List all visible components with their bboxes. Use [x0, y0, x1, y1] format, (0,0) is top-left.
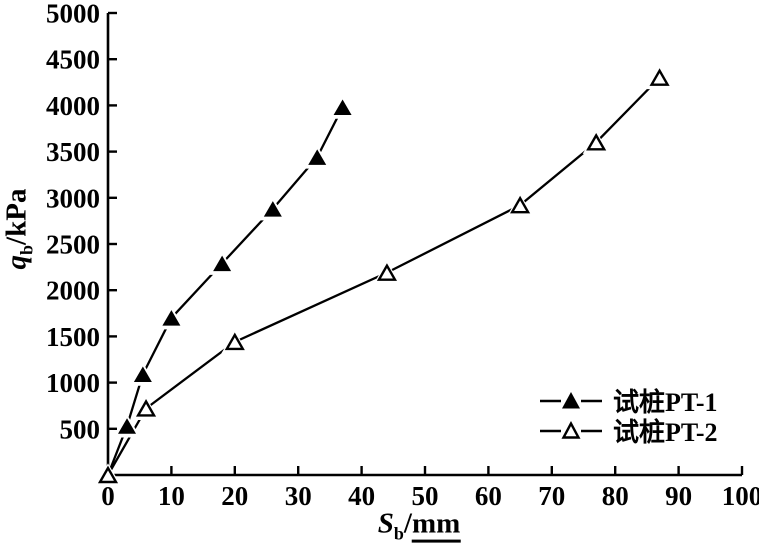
filled-triangle-marker-icon [540, 392, 602, 409]
x-axis-unit: mm [411, 507, 461, 543]
open-triangle-marker [224, 332, 245, 351]
open-triangle-marker [135, 399, 157, 417]
x-tick-label: 80 [602, 481, 629, 511]
y-axis-title: qb/kPa [1, 189, 38, 270]
legend-label-pt1: 试桩PT-1 [613, 387, 718, 417]
filled-triangle-marker [333, 99, 352, 115]
y-tick-label: 1500 [46, 322, 100, 352]
filled-triangle-marker [118, 418, 137, 434]
y-tick-label: 3500 [46, 137, 100, 167]
x-tick-label: 70 [538, 481, 565, 511]
x-tick-label: 20 [221, 481, 248, 511]
x-tick-label: 60 [475, 481, 502, 511]
open-triangle-marker [376, 263, 398, 281]
x-tick-label: 90 [665, 481, 692, 511]
x-tick-label: 40 [348, 481, 375, 511]
legend-row-pt1: 试桩PT-1 [540, 385, 718, 417]
x-axis-title: Sb/mm [377, 507, 461, 545]
filled-triangle-marker [263, 201, 282, 217]
y-tick-label: 4500 [46, 45, 100, 75]
filled-triangle-marker [213, 255, 232, 272]
legend: 试桩PT-1 试桩PT-2 [540, 385, 718, 447]
y-tick-label: 500 [60, 414, 101, 444]
y-tick-label: 4000 [46, 91, 100, 121]
filled-triangle-marker [133, 366, 152, 383]
y-tick-label: 2000 [46, 276, 100, 306]
y-tick-label: 3000 [46, 183, 100, 213]
x-axis-subscript: b [393, 523, 404, 544]
filled-triangle-marker [162, 310, 181, 326]
legend-label-pt2: 试桩PT-2 [613, 417, 718, 447]
x-tick-label: 30 [285, 481, 312, 511]
legend-row-pt2: 试桩PT-2 [540, 415, 718, 447]
x-tick-label: 0 [101, 481, 115, 511]
x-tick-label: 50 [412, 481, 439, 511]
x-tick-label: 10 [158, 481, 185, 511]
y-axis-variable: q [0, 254, 33, 270]
y-axis-subscript: b [16, 244, 37, 255]
x-axis-slash: / [403, 507, 412, 540]
open-triangle-marker [510, 195, 531, 214]
x-tick-label: 100 [722, 481, 759, 511]
open-triangle-marker [649, 68, 670, 86]
filled-triangle-marker [308, 149, 327, 165]
open-triangle-marker [97, 465, 119, 484]
y-axis-unit: /kPa [0, 188, 33, 245]
y-tick-label: 2500 [46, 230, 100, 260]
open-triangle-marker [586, 132, 607, 151]
y-tick-label: 1000 [46, 368, 100, 398]
open-triangle-marker-icon [540, 420, 602, 439]
x-axis-variable: S [377, 507, 394, 540]
y-tick-label: 5000 [46, 0, 100, 29]
